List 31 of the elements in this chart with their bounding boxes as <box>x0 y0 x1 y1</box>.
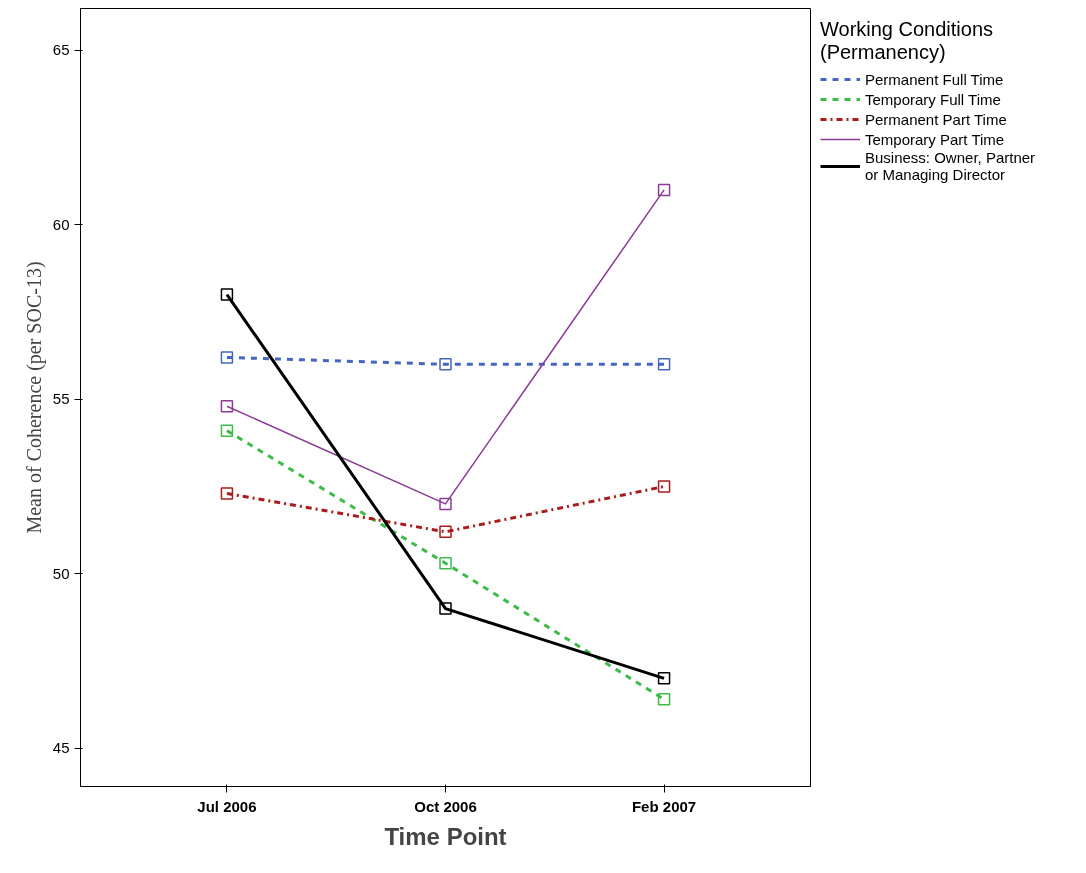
point <box>657 183 671 197</box>
point <box>220 351 234 364</box>
point <box>439 358 452 371</box>
point <box>657 672 671 685</box>
y-tick-label: 45 <box>52 739 70 757</box>
point <box>657 693 671 706</box>
legend-title: Working Conditions (Permanency) <box>820 18 995 64</box>
legend-label: Temporary Full Time <box>865 90 1001 108</box>
y-tick-label: 55 <box>52 390 70 408</box>
point <box>439 525 452 539</box>
point <box>220 288 234 301</box>
x-tick-label: Oct 2006 <box>414 797 477 815</box>
y-axis-title: Mean of Coherence (per SOC-13) <box>22 261 46 534</box>
point <box>657 480 671 493</box>
point <box>439 497 452 511</box>
legend-label: Temporary Part Time <box>865 130 1005 148</box>
point <box>657 358 671 371</box>
point <box>220 399 234 413</box>
y-tick-label: 65 <box>52 41 70 59</box>
y-tick-label: 60 <box>52 215 70 233</box>
y-tick-label: 50 <box>52 564 70 582</box>
point <box>220 424 234 437</box>
x-tick-label: Feb 2007 <box>631 797 697 815</box>
legend-label: Business: Owner, Partner or Managing Director <box>865 149 1036 183</box>
x-axis-title: Time Point <box>384 822 507 850</box>
point <box>439 556 452 570</box>
legend-label: Permanent Part Time <box>865 110 1007 128</box>
x-tick-label: Jul 2006 <box>197 797 257 815</box>
point <box>220 487 234 500</box>
point <box>439 602 452 615</box>
legend-label: Permanent Full Time <box>865 70 1004 88</box>
